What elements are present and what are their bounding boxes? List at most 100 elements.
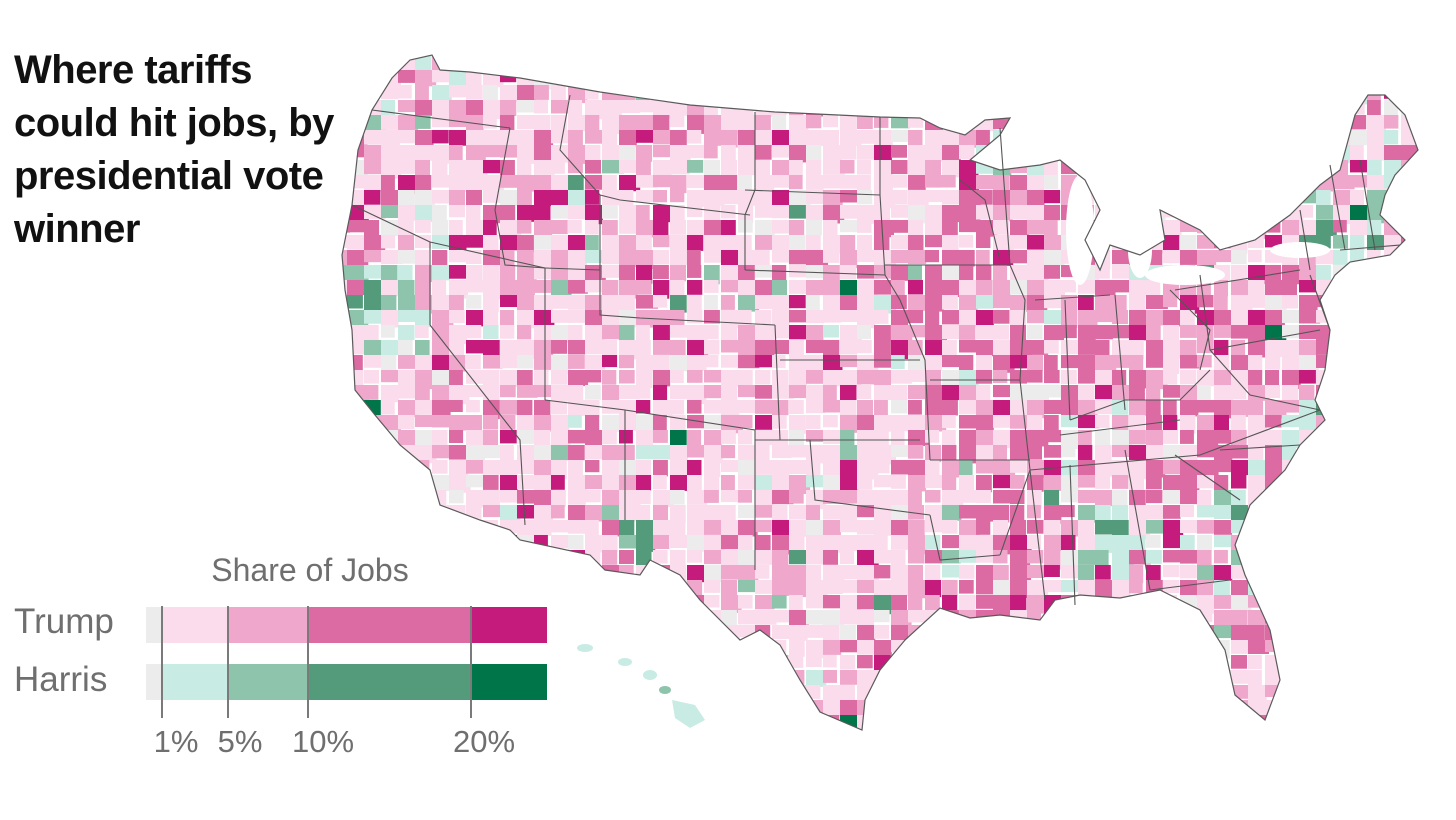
county-cell xyxy=(551,250,570,267)
county-cell xyxy=(1384,670,1400,684)
county-cell xyxy=(449,505,466,521)
county-cell xyxy=(1384,580,1399,597)
county-cell xyxy=(602,490,624,506)
county-cell xyxy=(415,85,429,105)
county-cell xyxy=(687,655,704,672)
county-cell xyxy=(1248,640,1269,654)
county-cell xyxy=(1248,505,1264,522)
county-cell xyxy=(704,715,720,730)
county-cell xyxy=(653,625,671,643)
county-cell xyxy=(1299,565,1317,579)
county-cell xyxy=(1418,685,1436,703)
county-cell xyxy=(551,175,573,194)
county-cell xyxy=(976,625,997,643)
county-cell xyxy=(1010,340,1032,358)
county-cell xyxy=(381,715,403,730)
county-cell xyxy=(1146,130,1165,143)
county-cell xyxy=(823,565,845,585)
county-cell xyxy=(1010,250,1032,264)
county-cell xyxy=(1163,385,1184,398)
county-cell xyxy=(568,625,583,642)
county-cell xyxy=(1129,580,1143,594)
county-cell xyxy=(619,625,633,640)
county-cell xyxy=(908,370,927,382)
county-cell xyxy=(585,100,607,120)
county-cell xyxy=(959,145,975,159)
county-cell xyxy=(1231,325,1252,339)
county-cell xyxy=(1418,70,1437,87)
county-cell xyxy=(585,655,604,671)
county-cell xyxy=(1197,100,1212,118)
county-cell xyxy=(1401,370,1418,385)
county-cell xyxy=(1231,400,1253,417)
county-cell xyxy=(1197,55,1218,57)
county-cell xyxy=(1129,115,1146,129)
county-cell xyxy=(568,340,586,355)
county-cell xyxy=(500,505,521,521)
county-cell xyxy=(789,310,810,323)
county-cell xyxy=(823,280,843,297)
county-cell xyxy=(466,535,486,549)
county-cell xyxy=(1401,400,1417,418)
county-cell xyxy=(772,520,791,536)
county-cell xyxy=(891,385,908,403)
county-cell xyxy=(517,745,536,758)
county-cell xyxy=(636,625,655,641)
county-cell xyxy=(534,340,554,356)
county-cell xyxy=(1112,40,1132,55)
county-cell xyxy=(398,145,419,164)
county-cell xyxy=(602,640,622,660)
county-cell xyxy=(1010,70,1028,83)
county-cell xyxy=(1010,310,1027,329)
county-cell xyxy=(602,535,618,552)
county-cell xyxy=(1231,310,1249,327)
county-cell xyxy=(1214,70,1234,89)
county-cell xyxy=(364,520,385,533)
county-cell xyxy=(942,460,960,478)
county-cell xyxy=(1129,715,1151,730)
legend-swatch-harris-4 xyxy=(471,664,547,700)
county-cell xyxy=(857,70,878,83)
county-cell xyxy=(1265,565,1284,584)
county-cell xyxy=(1044,685,1065,703)
county-cell xyxy=(993,400,1014,416)
county-cell xyxy=(500,430,517,444)
county-cell xyxy=(1027,445,1042,460)
county-cell xyxy=(738,370,753,388)
county-cell xyxy=(874,100,891,114)
county-cell xyxy=(1010,730,1024,744)
county-cell xyxy=(925,220,946,240)
county-cell xyxy=(585,730,604,743)
county-cell xyxy=(1027,565,1045,578)
county-cell xyxy=(1027,355,1043,371)
county-cell xyxy=(1112,55,1133,70)
county-cell xyxy=(585,445,605,460)
county-cell xyxy=(806,250,829,267)
county-cell xyxy=(483,280,504,300)
county-cell xyxy=(1061,355,1082,369)
county-cell xyxy=(755,655,773,670)
county-cell xyxy=(908,310,924,324)
county-cell xyxy=(1401,640,1416,659)
county-cell xyxy=(942,190,961,205)
county-cell xyxy=(1112,550,1134,570)
county-cell xyxy=(364,460,378,480)
county-cell xyxy=(1265,295,1287,313)
county-cell xyxy=(398,295,417,314)
county-cell xyxy=(789,250,809,265)
county-cell xyxy=(500,400,521,415)
county-cell xyxy=(1282,220,1303,236)
county-cell xyxy=(823,685,844,703)
county-cell xyxy=(1112,490,1128,509)
county-cell xyxy=(908,55,928,71)
county-cell xyxy=(925,295,944,312)
county-cell xyxy=(1214,385,1234,400)
county-cell xyxy=(1401,205,1418,221)
county-cell xyxy=(976,730,994,743)
county-cell xyxy=(1231,535,1252,552)
county-cell xyxy=(687,340,709,359)
county-cell xyxy=(1418,115,1434,127)
county-cell xyxy=(1112,160,1126,178)
county-cell xyxy=(1044,430,1064,443)
county-cell xyxy=(500,565,517,580)
